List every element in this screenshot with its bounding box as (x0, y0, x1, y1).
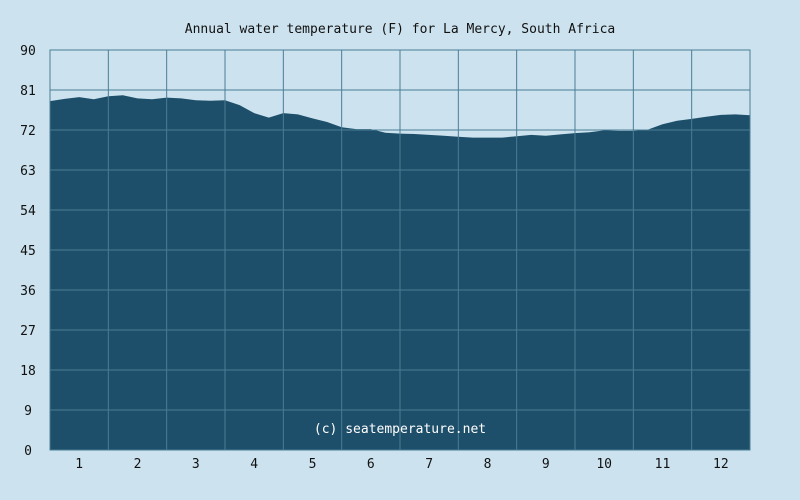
x-axis: 1 2 3 4 5 6 7 8 9 10 11 12 (75, 457, 728, 472)
x-tick-label: 5 (309, 457, 317, 472)
y-tick-label: 36 (20, 284, 36, 299)
y-tick-label: 27 (20, 324, 36, 339)
y-tick-label: 63 (20, 164, 36, 179)
chart-title: Annual water temperature (F) for La Merc… (185, 22, 615, 37)
y-axis: 0 9 18 27 36 45 54 63 72 81 90 (20, 44, 36, 459)
x-tick-label: 12 (713, 457, 729, 472)
y-tick-label: 90 (20, 44, 36, 59)
x-tick-label: 10 (596, 457, 612, 472)
y-tick-label: 72 (20, 124, 36, 139)
x-tick-label: 9 (542, 457, 550, 472)
x-tick-label: 1 (75, 457, 83, 472)
x-tick-label: 7 (425, 457, 433, 472)
x-tick-label: 6 (367, 457, 375, 472)
x-tick-label: 2 (134, 457, 142, 472)
plot-frame (49, 49, 751, 451)
x-tick-label: 8 (484, 457, 492, 472)
credit-text: (c) seatemperature.net (314, 422, 486, 437)
x-tick-label: 4 (250, 457, 258, 472)
x-tick-label: 3 (192, 457, 200, 472)
y-tick-label: 45 (20, 244, 36, 259)
y-tick-label: 18 (20, 364, 36, 379)
y-tick-label: 81 (20, 84, 36, 99)
x-tick-label: 11 (655, 457, 671, 472)
y-tick-label: 54 (20, 204, 36, 219)
y-tick-label: 9 (24, 404, 32, 419)
y-tick-label: 0 (24, 444, 32, 459)
